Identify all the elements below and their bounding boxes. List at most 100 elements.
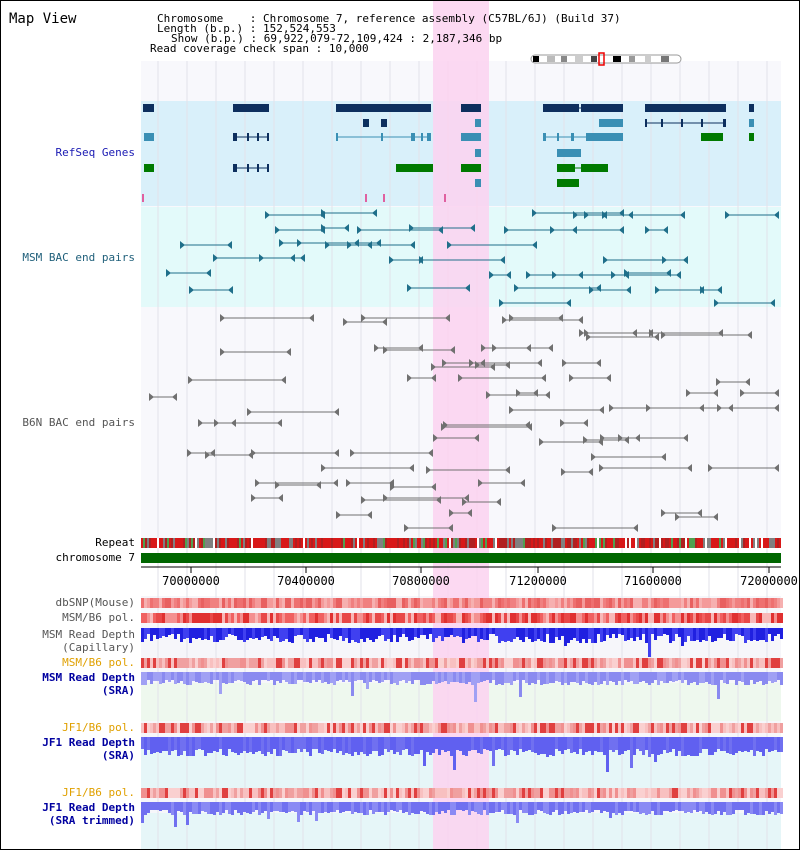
gene-exon[interactable] — [461, 164, 481, 172]
depth-bar — [300, 802, 303, 815]
track-label-msm-read-depth-cap[interactable]: MSM Read Depth — [42, 628, 135, 641]
repeat-segment — [483, 538, 485, 548]
chromosome-bar[interactable] — [141, 553, 781, 563]
heat-cell — [387, 613, 390, 623]
gene-exon[interactable] — [581, 164, 608, 172]
gene-exon[interactable] — [247, 164, 249, 172]
gene-exon[interactable] — [701, 133, 723, 141]
b6n-bac-end — [198, 419, 203, 427]
gene-exon[interactable] — [645, 119, 647, 127]
gene-exon[interactable] — [247, 133, 249, 141]
gene-exon[interactable] — [599, 119, 623, 127]
ideogram[interactable] — [530, 54, 682, 64]
heat-cell — [543, 658, 546, 668]
depth-bar — [726, 802, 729, 815]
gene-exon[interactable] — [233, 133, 237, 141]
gene-exon[interactable] — [557, 164, 575, 172]
gene-exon[interactable] — [427, 133, 431, 141]
gene-exon[interactable] — [381, 119, 387, 127]
ideogram-position-marker[interactable] — [598, 52, 605, 66]
gene-exon[interactable] — [267, 133, 269, 141]
heat-cell — [555, 788, 558, 798]
gene-exon[interactable] — [421, 133, 423, 141]
gene-exon[interactable] — [749, 133, 754, 141]
track-label-b6n-bac[interactable]: B6N BAC end pairs — [22, 416, 135, 429]
heat-cell — [600, 723, 603, 733]
heat-cell — [156, 723, 159, 733]
gene-exon[interactable] — [557, 133, 559, 141]
gene-exon[interactable] — [543, 133, 546, 141]
gene-exon[interactable] — [267, 164, 269, 172]
track-label-msm-b6-pol[interactable]: MSM/B6 pol. — [62, 611, 135, 624]
gene-exon[interactable] — [723, 119, 726, 127]
gene-exon[interactable] — [557, 149, 581, 157]
gene-exon[interactable] — [661, 119, 663, 127]
gene-exon[interactable] — [257, 164, 259, 172]
depth-bar — [738, 672, 741, 681]
depth-bar — [306, 802, 309, 812]
track-label-dbsnp[interactable]: dbSNP(Mouse) — [55, 596, 135, 609]
gene-exon[interactable] — [144, 133, 154, 141]
gene-exon[interactable] — [363, 119, 369, 127]
track-label-msm-b6-pol-sra[interactable]: MSM/B6 pol. — [62, 656, 135, 669]
gene-exon[interactable] — [749, 104, 754, 112]
gene-exon[interactable] — [586, 133, 623, 141]
heat-cell — [177, 788, 180, 798]
gene-exon[interactable] — [557, 179, 579, 187]
gene-exon[interactable] — [475, 149, 481, 157]
gene-exon[interactable] — [645, 104, 726, 112]
gene-exon[interactable] — [257, 133, 259, 141]
repeat-segment — [511, 538, 513, 548]
heat-cell — [282, 598, 285, 608]
gene-exon[interactable] — [461, 104, 481, 112]
depth-bar — [252, 628, 255, 639]
track-label-msm-read-depth-sra[interactable]: MSM Read Depth — [42, 671, 135, 684]
heat-cell — [735, 658, 738, 668]
gene-exon[interactable] — [336, 104, 431, 112]
heat-cell — [273, 598, 276, 608]
gene-exon[interactable] — [749, 119, 754, 127]
repeat-segment — [727, 538, 729, 548]
heat-cell — [498, 658, 501, 668]
depth-bar — [453, 672, 456, 682]
heat-cell — [381, 788, 384, 798]
depth-bar — [390, 672, 393, 684]
gene-exon[interactable] — [381, 133, 383, 141]
gene-exon[interactable] — [411, 133, 415, 141]
gene-exon[interactable] — [571, 133, 574, 141]
gene-exon[interactable] — [461, 133, 481, 141]
depth-bar — [687, 672, 690, 685]
track-label-jf1-read-depth-1[interactable]: JF1 Read Depth — [42, 736, 135, 749]
b6n-bac-end — [560, 419, 565, 427]
track-label-chromosome[interactable]: chromosome 7 — [55, 551, 135, 564]
heat-cell — [363, 658, 366, 668]
track-label-msm-bac[interactable]: MSM BAC end pairs — [22, 251, 135, 264]
heat-cell — [246, 723, 249, 733]
track-label-jf1-read-depth-2[interactable]: JF1 Read Depth — [42, 801, 135, 814]
depth-bar — [402, 672, 405, 680]
track-label-jf1-b6-pol-2[interactable]: JF1/B6 pol. — [62, 786, 135, 799]
heat-cell — [612, 613, 615, 623]
gene-exon[interactable] — [233, 164, 237, 172]
gene-exon[interactable] — [475, 179, 481, 187]
b6n-bac-end — [699, 404, 704, 412]
gene-exon[interactable] — [396, 164, 433, 172]
heat-cell — [351, 723, 354, 733]
track-label-jf1-b6-pol-1[interactable]: JF1/B6 pol. — [62, 721, 135, 734]
heat-cell — [189, 598, 192, 608]
gene-exon[interactable] — [581, 104, 623, 112]
gene-exon[interactable] — [701, 119, 703, 127]
gene-exon[interactable] — [233, 104, 269, 112]
gene-exon[interactable] — [144, 164, 154, 172]
track-label-refseq-genes[interactable]: RefSeq Genes — [55, 146, 135, 159]
track-label-repeat[interactable]: Repeat — [95, 536, 135, 549]
gene-exon[interactable] — [143, 104, 154, 112]
depth-bar — [516, 737, 519, 755]
gene-exon[interactable] — [543, 104, 579, 112]
gene-exon[interactable] — [681, 119, 683, 127]
gene-exon[interactable] — [336, 133, 338, 141]
depth-bar — [681, 628, 684, 646]
gene-exon[interactable] — [475, 119, 481, 127]
msm-bac-end — [550, 226, 555, 234]
